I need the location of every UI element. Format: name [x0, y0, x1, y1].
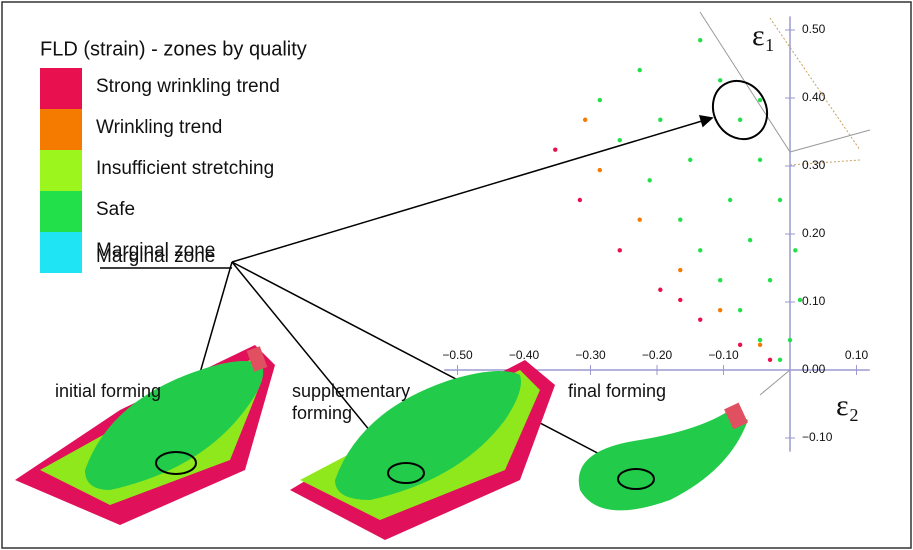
point [698, 248, 702, 252]
point [553, 147, 557, 151]
legend-swatch [40, 109, 82, 150]
x-tick-label: −0.40 [509, 348, 540, 362]
point [728, 198, 732, 202]
point [658, 118, 662, 122]
y-tick-label: 0.00 [802, 362, 826, 376]
legend-swatch [40, 232, 82, 273]
y-tick-label: 0.40 [802, 90, 826, 104]
point [738, 343, 742, 347]
point [768, 278, 772, 282]
x-tick-label: 0.10 [845, 348, 869, 362]
figure: −0.50 −0.40 −0.30 −0.20 −0.10 0.10 −0.10 0.00 0.… [0, 0, 913, 550]
caption: supplementary [292, 381, 410, 401]
point [758, 343, 762, 347]
x-axis-label: ε₂ [836, 389, 859, 422]
point [688, 158, 692, 162]
legend-swatch [40, 150, 82, 191]
y-tick-label: 0.30 [802, 158, 826, 172]
x-tick-label: −0.10 [708, 348, 739, 362]
point [758, 158, 762, 162]
point [738, 308, 742, 312]
point [778, 198, 782, 202]
legend-label: Insufficient stretching [96, 158, 274, 179]
point [638, 68, 642, 72]
y-tick-label: 0.50 [802, 22, 826, 36]
caption: forming [292, 403, 352, 423]
point [618, 248, 622, 252]
point [768, 358, 772, 362]
legend-title: FLD (strain) - zones by quality [40, 38, 307, 60]
point [618, 138, 622, 142]
legend-label: Wrinkling trend [96, 117, 222, 138]
point [598, 98, 602, 102]
point [738, 118, 742, 122]
point [793, 248, 797, 252]
point [678, 218, 682, 222]
legend-swatch [40, 191, 82, 232]
point [583, 118, 587, 122]
point [658, 288, 662, 292]
point [748, 238, 752, 242]
point [788, 338, 792, 342]
legend-label: Safe [96, 199, 135, 220]
point [758, 98, 762, 102]
point [678, 268, 682, 272]
legend-swatch [40, 68, 82, 109]
y-tick-label: 0.10 [802, 294, 826, 308]
annotation: Marginal zone [96, 246, 215, 267]
point [698, 317, 702, 321]
point [578, 198, 582, 202]
y-tick-label: −0.10 [802, 430, 833, 444]
point [718, 78, 722, 82]
y-tick-label: 0.20 [802, 226, 826, 240]
point [718, 308, 722, 312]
x-tick-label: −0.50 [442, 348, 473, 362]
point [778, 358, 782, 362]
point [758, 338, 762, 342]
point [718, 278, 722, 282]
point [798, 298, 802, 302]
x-tick-label: −0.30 [575, 348, 606, 362]
legend-label: Strong wrinkling trend [96, 76, 280, 97]
x-tick-label: −0.20 [642, 348, 673, 362]
caption: final forming [568, 381, 666, 401]
y-axis-label: ε₁ [752, 19, 775, 52]
point [678, 298, 682, 302]
point [698, 38, 702, 42]
point [647, 178, 651, 182]
point [598, 168, 602, 172]
caption: initial forming [55, 381, 161, 401]
point [638, 218, 642, 222]
